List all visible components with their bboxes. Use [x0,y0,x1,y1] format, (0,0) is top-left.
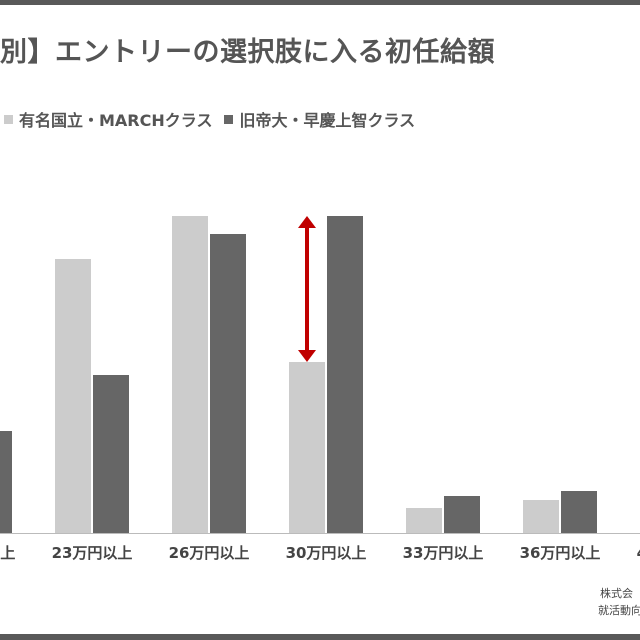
legend-swatch-dark [224,114,234,124]
x-tick-label: 33万円以上 [403,544,484,562]
x-tick-label: 20万円以上 [0,544,15,562]
x-tick-label: 26万円以上 [169,544,250,562]
bar-light [406,508,442,533]
bar-dark [93,375,129,533]
source-line-2: 就活動向 [598,604,640,617]
bar-dark [210,234,246,533]
bar-light [289,362,325,533]
x-tick-label: 23万円以上 [52,544,133,562]
bar-light [55,259,91,533]
source-line-1: 株式会 [600,587,633,600]
bar-dark [0,431,12,533]
bar-light [523,500,559,533]
top-border [0,0,640,5]
x-tick-label: 30万円以上 [286,544,367,562]
legend-label: 旧帝大・早慶上智クラス [239,111,416,130]
bottom-border [0,634,640,640]
bar-light [172,216,208,533]
legend-item-2: 旧帝大・早慶上智クラス [224,107,415,131]
legend-swatch-light [4,114,13,124]
bar-dark [327,216,363,533]
legend-label: 有名国立・MARCHクラス [19,111,213,130]
x-tick-label: 40万円以上 [637,544,640,562]
legend-item-1: 有名国立・MARCHクラス [4,107,212,131]
x-tick-label: 36万円以上 [520,544,601,562]
chart-title: 別】エントリーの選択肢に入る初任給額 [0,37,495,68]
legend: 有名国立・MARCHクラス 旧帝大・早慶上智クラス [4,107,427,131]
bar-dark [444,496,480,533]
bar-dark [561,491,597,533]
arrow-head-up [298,216,316,228]
arrow-head-down [298,350,316,362]
